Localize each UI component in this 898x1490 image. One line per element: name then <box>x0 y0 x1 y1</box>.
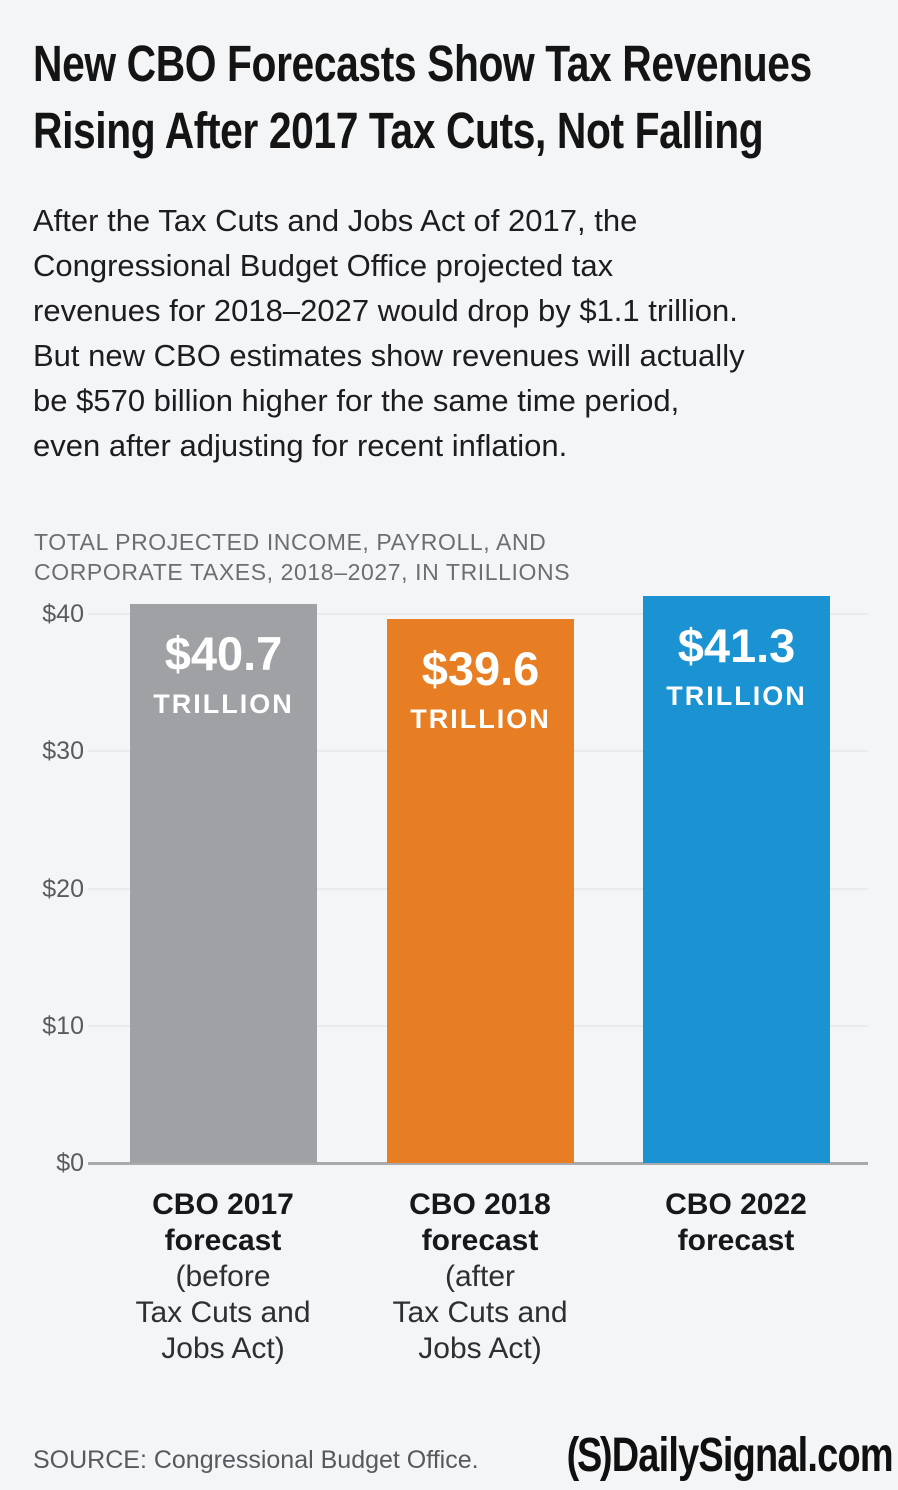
intro-line: be $570 billion higher for the same time… <box>33 383 680 418</box>
category-normal-line: Jobs Act) <box>161 1332 285 1365</box>
logo-s-icon: (S) <box>566 1429 613 1482</box>
category-normal-line: Jobs Act) <box>418 1332 542 1365</box>
chart-subtitle-line-1: TOTAL PROJECTED INCOME, PAYROLL, AND <box>34 529 547 555</box>
category-bold-line: CBO 2017 <box>152 1188 294 1221</box>
intro-line: After the Tax Cuts and Jobs Act of 2017,… <box>33 203 638 238</box>
category-bold-line: forecast <box>164 1224 282 1257</box>
chart-subtitle: TOTAL PROJECTED INCOME, PAYROLL, AND COR… <box>34 527 570 587</box>
category-normal-line: Tax Cuts and <box>392 1296 568 1329</box>
y-tick-label: $40 <box>42 600 84 628</box>
y-tick-label: $20 <box>42 875 84 903</box>
y-tick-label: $0 <box>56 1149 84 1177</box>
category-normal-line: (before <box>175 1260 271 1293</box>
chart-subtitle-line-2: CORPORATE TAXES, 2018–2027, IN TRILLIONS <box>34 559 571 585</box>
bar-unit-label: TRILLION <box>666 681 807 711</box>
title-line-1: New CBO Forecasts Show Tax Revenues <box>33 35 812 92</box>
intro-paragraph: After the Tax Cuts and Jobs Act of 2017,… <box>33 198 745 468</box>
bar-cbo-2018-forecast: $39.6 TRILLION <box>387 619 574 1163</box>
x-axis-line <box>88 1162 868 1165</box>
title-line-2: Rising After 2017 Tax Cuts, Not Falling <box>33 102 764 159</box>
bar-value-label: $40.7 <box>164 627 283 680</box>
category-bold-line: forecast <box>677 1224 795 1257</box>
bar-cbo-2017-forecast: $40.7 TRILLION <box>130 604 317 1163</box>
category-label-cbo-2017: CBO 2017 forecast (before Tax Cuts and J… <box>83 1187 363 1367</box>
source-note: SOURCE: Congressional Budget Office. <box>33 1446 479 1474</box>
bar-cbo-2022-forecast: $41.3 TRILLION <box>643 596 830 1163</box>
category-bold-line: forecast <box>421 1224 539 1257</box>
category-normal-line: Tax Cuts and <box>135 1296 311 1329</box>
category-bold-line: CBO 2022 <box>665 1188 807 1221</box>
page-title: New CBO Forecasts Show Tax Revenues Risi… <box>33 30 898 164</box>
y-tick-label: $30 <box>42 737 84 765</box>
intro-line: revenues for 2018–2027 would drop by $1.… <box>33 293 738 328</box>
intro-line: even after adjusting for recent inflatio… <box>33 428 568 463</box>
daily-signal-logo: (S)DailySignal.com <box>566 1428 894 1483</box>
logo-text: DailySignal.com <box>611 1429 894 1482</box>
category-label-cbo-2022: CBO 2022 forecast <box>596 1187 876 1259</box>
y-tick-label: $10 <box>42 1012 84 1040</box>
bar-unit-label: TRILLION <box>153 689 294 719</box>
category-normal-line: (after <box>444 1260 516 1293</box>
intro-line: But new CBO estimates show revenues will… <box>33 338 745 373</box>
bar-value-label: $39.6 <box>421 642 540 695</box>
intro-line: Congressional Budget Office projected ta… <box>33 248 614 283</box>
bar-value-label: $41.3 <box>677 619 796 672</box>
bar-unit-label: TRILLION <box>410 704 551 734</box>
gridline <box>88 613 868 615</box>
category-label-cbo-2018: CBO 2018 forecast (after Tax Cuts and Jo… <box>340 1187 620 1367</box>
category-bold-line: CBO 2018 <box>409 1188 551 1221</box>
